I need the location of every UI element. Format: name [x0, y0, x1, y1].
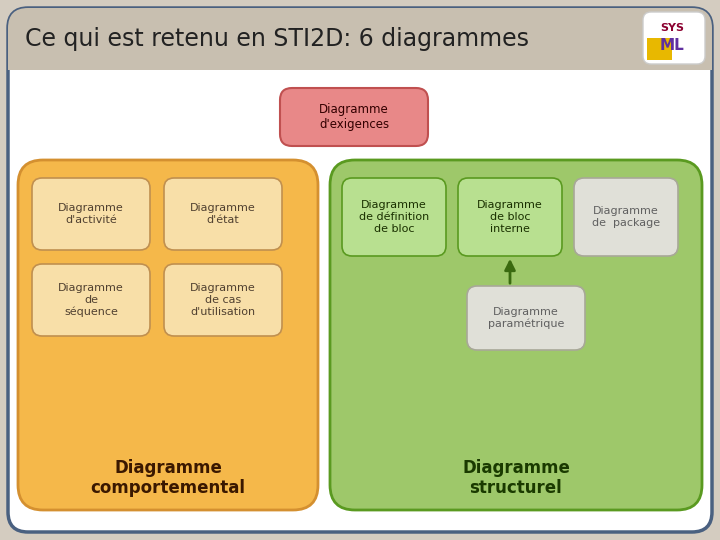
FancyBboxPatch shape: [32, 178, 150, 250]
Text: Diagramme
de bloc
interne: Diagramme de bloc interne: [477, 200, 543, 234]
Text: Diagramme
d'exigences: Diagramme d'exigences: [319, 103, 389, 131]
Text: ML: ML: [660, 38, 685, 53]
FancyBboxPatch shape: [32, 264, 150, 336]
Text: Diagramme
de
séquence: Diagramme de séquence: [58, 283, 124, 317]
Text: Diagramme
de  package: Diagramme de package: [592, 206, 660, 228]
FancyBboxPatch shape: [18, 160, 318, 510]
FancyBboxPatch shape: [280, 88, 428, 146]
FancyBboxPatch shape: [330, 160, 702, 510]
Text: SYS: SYS: [660, 23, 684, 33]
FancyBboxPatch shape: [342, 178, 446, 256]
FancyBboxPatch shape: [164, 178, 282, 250]
FancyBboxPatch shape: [574, 178, 678, 256]
FancyBboxPatch shape: [8, 8, 712, 532]
Text: Diagramme
comportemental: Diagramme comportemental: [91, 458, 246, 497]
FancyBboxPatch shape: [467, 286, 585, 350]
Bar: [8, 50, 712, 70]
Text: Diagramme
d'activité: Diagramme d'activité: [58, 203, 124, 225]
FancyBboxPatch shape: [643, 12, 705, 64]
Text: Diagramme
de cas
d'utilisation: Diagramme de cas d'utilisation: [190, 284, 256, 316]
Text: Diagramme
paramétrique: Diagramme paramétrique: [488, 307, 564, 329]
Text: Diagramme
d'état: Diagramme d'état: [190, 203, 256, 225]
FancyBboxPatch shape: [164, 264, 282, 336]
Bar: [647, 38, 672, 60]
Text: Diagramme
structurel: Diagramme structurel: [462, 458, 570, 497]
FancyBboxPatch shape: [8, 8, 712, 70]
Text: Ce qui est retenu en STI2D: 6 diagrammes: Ce qui est retenu en STI2D: 6 diagrammes: [25, 27, 529, 51]
FancyBboxPatch shape: [458, 178, 562, 256]
Text: Diagramme
de définition
de bloc: Diagramme de définition de bloc: [359, 200, 429, 234]
